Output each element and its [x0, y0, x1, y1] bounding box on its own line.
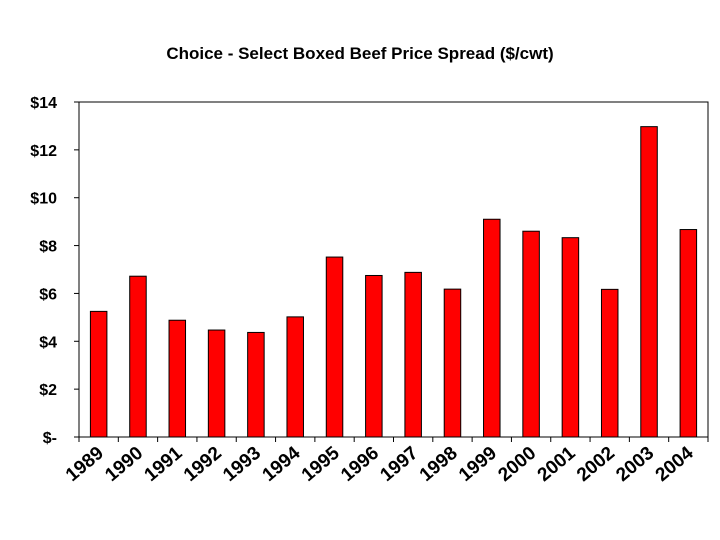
x-axis: 1989199019911992199319941995199619971998… — [62, 437, 709, 486]
bar-1989 — [89, 310, 108, 438]
x-tick-label: 2000 — [494, 443, 540, 486]
bar-1992 — [207, 329, 226, 438]
y-tick-label: $4 — [39, 334, 57, 351]
bar-1998 — [443, 288, 462, 438]
bar-2002 — [600, 288, 619, 438]
x-tick-label: 1993 — [219, 443, 265, 486]
bar-1997 — [404, 271, 422, 438]
bar-2003 — [640, 126, 658, 438]
x-tick-label: 2003 — [612, 443, 658, 486]
y-tick-label: $10 — [30, 191, 57, 208]
y-tick-label: $14 — [30, 95, 57, 112]
x-tick-label: 1999 — [455, 443, 501, 486]
x-tick-label: 2004 — [652, 442, 698, 486]
x-tick-label: 2001 — [534, 442, 580, 486]
x-tick-label: 1989 — [62, 443, 108, 486]
bar-1991 — [168, 319, 187, 438]
bars — [89, 126, 698, 438]
y-tick-label: $12 — [30, 143, 57, 160]
bar-1995 — [325, 256, 344, 438]
x-tick-label: 1994 — [259, 442, 305, 486]
bar-1996 — [365, 274, 383, 438]
chart-title: Choice - Select Boxed Beef Price Spread … — [166, 44, 553, 63]
x-tick-label: 1995 — [298, 442, 344, 486]
x-tick-label: 1991 — [141, 442, 187, 486]
x-tick-label: 1997 — [376, 443, 422, 486]
y-tick-label: $- — [43, 430, 57, 447]
x-tick-label: 1990 — [101, 443, 147, 486]
bar-1994 — [286, 316, 304, 438]
y-tick-label: $8 — [39, 239, 57, 256]
y-tick-label: $2 — [39, 382, 57, 399]
bar-1993 — [247, 331, 265, 438]
x-tick-label: 1992 — [180, 443, 226, 486]
bar-1990 — [129, 275, 147, 438]
bar-1999 — [483, 218, 501, 438]
x-tick-label: 1998 — [416, 443, 462, 486]
bar-2004 — [679, 229, 698, 438]
bar-2000 — [522, 230, 540, 438]
bar-2001 — [561, 237, 580, 438]
y-tick-label: $6 — [39, 286, 57, 303]
x-tick-label: 1996 — [337, 443, 383, 486]
y-axis: $- $2 $4 $6 $8 $10 $12 $14 — [30, 95, 79, 447]
x-tick-label: 2002 — [573, 443, 619, 486]
